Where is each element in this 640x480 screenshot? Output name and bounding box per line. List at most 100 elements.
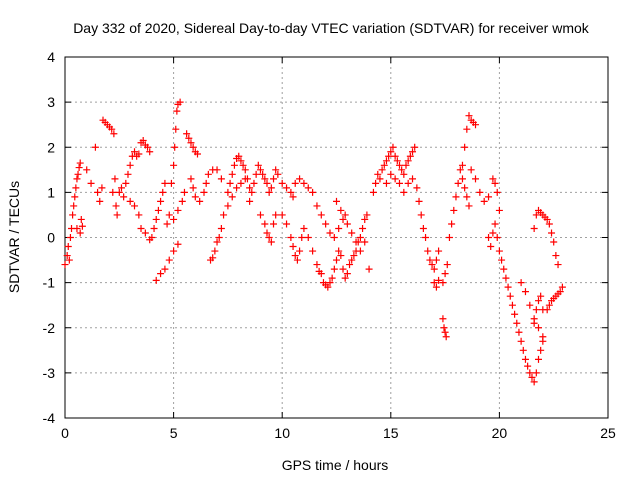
data-point [183,130,191,138]
x-tick-label: 5 [170,425,178,441]
data-point [213,166,221,174]
data-point [300,179,308,187]
data-point [521,355,529,363]
data-point [204,170,212,178]
data-point [361,215,369,223]
data-point [491,179,499,187]
y-tick-label: 2 [47,139,55,155]
data-point [289,193,297,201]
data-point [461,143,469,151]
data-point [237,179,245,187]
data-point [154,206,162,214]
data-point [385,152,393,160]
data-point [74,170,82,178]
data-point [165,211,173,219]
data-point [430,265,438,273]
data-point [339,265,347,273]
data-point [283,184,291,192]
data-point [337,206,345,214]
data-point [435,247,443,255]
data-point [363,211,371,219]
data-point [174,206,182,214]
data-point [348,256,356,264]
data-point [313,202,321,210]
data-point [480,197,488,205]
data-point [435,276,443,284]
data-point [356,234,364,241]
data-point [502,274,510,282]
data-point [543,215,551,223]
data-point [98,184,106,192]
data-point [443,261,451,269]
data-point [113,211,121,219]
data-point [300,224,308,232]
data-point [76,159,84,167]
data-point [161,179,169,187]
data-point [556,288,564,296]
data-point [400,170,408,178]
data-point [73,224,81,232]
data-point [517,279,525,287]
data-point [322,220,330,228]
data-point [83,166,91,174]
data-point [122,179,130,187]
data-point [458,161,466,169]
data-point [263,229,271,237]
data-point [135,211,143,219]
data-point [246,197,254,205]
data-point [256,211,264,219]
data-point [552,252,560,260]
data-point [189,184,197,192]
data-point [287,234,295,241]
data-point [428,261,436,269]
data-point [467,166,475,174]
data-point [369,188,377,196]
data-point [391,152,399,160]
y-axis-label: SDTVAR / TECUs [6,181,22,293]
data-point [404,157,412,165]
data-point [530,224,538,232]
data-point [144,143,152,151]
data-point [191,193,199,201]
data-point [187,175,195,183]
data-point [309,188,317,196]
data-point [110,130,118,138]
data-point [537,346,545,354]
data-point [115,188,123,196]
data-point [489,175,497,183]
data-point [545,220,553,228]
data-point [70,202,78,210]
data-point [387,148,395,156]
data-point [411,143,419,151]
data-point [326,279,334,287]
data-point [365,265,373,273]
data-point [112,202,120,210]
data-point [235,152,243,160]
data-point [200,188,208,196]
data-point [400,188,408,196]
data-point [554,261,562,269]
data-point [393,157,401,165]
y-tick-label: 4 [47,49,55,65]
x-tick-label: 20 [492,425,508,441]
data-point [513,319,521,327]
data-point [76,229,84,237]
data-point [534,355,542,363]
data-point [493,234,501,241]
data-point [532,211,540,219]
data-point [228,193,236,201]
data-point [419,224,427,232]
data-point [131,148,139,156]
data-point [94,188,102,196]
data-point [341,274,349,282]
chart-title: Day 332 of 2020, Sidereal Day-to-day VTE… [73,20,590,36]
y-tick-label: 1 [47,184,55,200]
data-point [265,234,273,241]
data-point [350,252,358,260]
data-point [170,215,178,223]
data-point [291,179,299,187]
data-point [65,256,73,264]
data-point [485,193,493,201]
data-point [69,211,77,219]
data-point [440,324,448,332]
